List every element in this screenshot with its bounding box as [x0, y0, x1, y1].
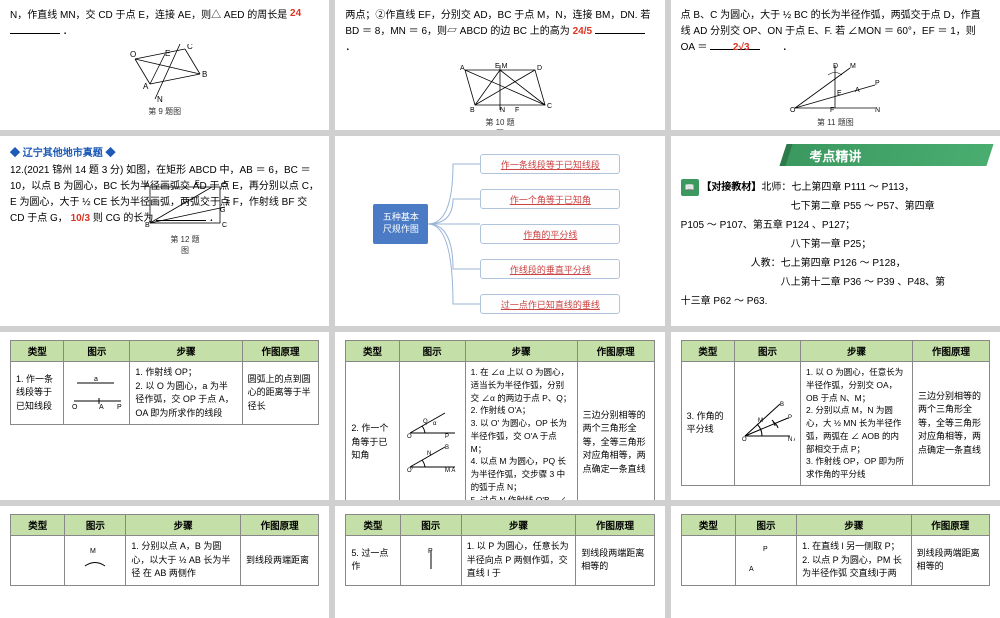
svg-text:G: G — [220, 207, 225, 214]
svg-text:O: O — [407, 434, 412, 440]
figure-9: O C B A N E 第 9 题图 — [10, 44, 319, 117]
table-row: 5. 过一点作 P 1. 以 P 为圆心，任意长为半径向点 P 两侧作弧，交直线… — [346, 536, 654, 586]
table-row: M 1. 分别以点 A，B 为圆心，以大于 ½ AB 长为半径 在 AB 两侧作… — [11, 536, 319, 586]
svg-text:D: D — [222, 182, 227, 189]
svg-text:E M: E M — [495, 63, 508, 70]
mindmap-root: 五种基本 尺规作图 — [373, 204, 428, 244]
mindmap-leaf-5: 过一点作已知直线的垂线 — [480, 294, 620, 314]
svg-text:N: N — [157, 95, 163, 104]
svg-text:P: P — [117, 404, 122, 411]
mindmap-leaf-2: 作一个角等于已知角 — [480, 189, 620, 209]
slide-q12: 辽宁其他地市真题 12.(2021 锦州 14 题 3 分) 如图，在矩形 AB… — [0, 136, 329, 326]
construction-table-6: 类型图示步骤作图原理 PA 1. 在直线 l 另一侧取 P； 2. 以点 P 为… — [681, 514, 990, 586]
table-row: 3. 作角的平分线 ON AMBP 1. 以 O 为圆心，任意长为半径作弧，分别… — [681, 362, 989, 486]
mindmap-leaf-3: 作角的平分线 — [480, 224, 620, 244]
slide-kaodian: 考点精讲 📖 【对接教材】北师：七上第四章 P111 ～ P113， 七下第二章… — [671, 136, 1000, 326]
svg-text:D: D — [537, 65, 542, 72]
svg-text:P: P — [763, 546, 768, 553]
construction-table-4: 类型图示步骤作图原理 M 1. 分别以点 A，B 为圆心，以大于 ½ AB 长为… — [10, 514, 319, 586]
svg-text:P: P — [875, 80, 880, 87]
slide-q11: 点 B、C 为圆心，大于 ½ BC 的长为半径作弧，两弧交于点 D，作直线 AD… — [671, 0, 1000, 130]
construction-table-5: 类型图示步骤作图原理 5. 过一点作 P 1. 以 P 为圆心，任意长为半径向点… — [345, 514, 654, 586]
slide-table-5: 类型图示步骤作图原理 5. 过一点作 P 1. 以 P 为圆心，任意长为半径向点… — [335, 506, 664, 618]
svg-text:B: B — [145, 222, 150, 229]
svg-text:A: A — [855, 87, 860, 94]
svg-text:M: M — [850, 63, 856, 70]
svg-text:D: D — [833, 63, 838, 70]
question-11-text: 点 B、C 为圆心，大于 ½ BC 的长为半径作弧，两弧交于点 D，作直线 AD… — [681, 8, 990, 56]
svg-text:P: P — [445, 434, 449, 440]
svg-text:Q: Q — [423, 419, 428, 425]
question-9-text: N，作直线 MN，交 CD 于点 E，连接 AE，则△ AED 的周长是 24 … — [10, 8, 319, 40]
slide-q9: N，作直线 MN，交 CD 于点 E，连接 AE，则△ AED 的周长是 24 … — [0, 0, 329, 130]
slide-table-1: 类型图示步骤作图原理 1. 作一条线段等于已知线段 aOAP 1. 作射线 OP… — [0, 332, 329, 500]
table-row: 1. 作一条线段等于已知线段 aOAP 1. 作射线 OP； 2. 以 O 为圆… — [11, 362, 319, 425]
ref-tag-icon: 📖 — [681, 179, 699, 196]
region-header: 辽宁其他地市真题 — [10, 144, 319, 159]
svg-text:N: N — [427, 451, 431, 457]
section-banner: 考点精讲 — [681, 144, 990, 172]
svg-text:N: N — [875, 107, 880, 114]
textbook-refs: 📖 【对接教材】北师：七上第四章 P111 ～ P113， 七下第二章 P55 … — [681, 178, 990, 311]
svg-text:A: A — [143, 82, 149, 91]
svg-text:F: F — [226, 200, 230, 207]
svg-text:N: N — [500, 107, 505, 114]
svg-text:A: A — [145, 182, 150, 189]
mindmap-leaf-4: 作线段的垂直平分线 — [480, 259, 620, 279]
svg-text:a: a — [94, 376, 98, 383]
figure-11: O N M D P E F A 第 11 题图 — [681, 60, 990, 128]
figure-9-label: 第 9 题图 — [10, 106, 319, 117]
answer-10: 24/5 — [573, 26, 592, 37]
figure-10: A E M D B N F C 第 10 题 图 — [345, 60, 654, 130]
svg-text:M: M — [90, 548, 96, 555]
mindmap-leaf-1: 作一条线段等于已知线段 — [480, 154, 620, 174]
svg-text:C: C — [547, 103, 552, 110]
answer-12: 10/3 — [71, 213, 90, 224]
slide-mindmap: 五种基本 尺规作图 作一条线段等于已知线段 作一个角等于已知角 作角的平分线 作… — [335, 136, 664, 326]
svg-text:E: E — [837, 90, 842, 97]
slide-q10: 两点；②作直线 EF，分别交 AD，BC 于点 M，N，连接 BM，DN. 若 … — [335, 0, 664, 130]
mindmap-connectors — [428, 144, 480, 314]
answer-9: 24 — [290, 8, 301, 19]
svg-text:E: E — [195, 180, 200, 187]
svg-text:A: A — [99, 404, 104, 411]
svg-text:P: P — [788, 415, 792, 421]
svg-text:E: E — [165, 49, 170, 58]
svg-text:B: B — [470, 107, 475, 114]
svg-text:M A: M A — [445, 468, 455, 474]
svg-text:B: B — [202, 70, 207, 79]
svg-text:F: F — [515, 107, 519, 114]
construction-table-1: 类型图示步骤作图原理 1. 作一条线段等于已知线段 aOAP 1. 作射线 OP… — [10, 340, 319, 425]
table-row: 2. 作一个角等于已知角 OPQαO'M ANB 1. 在 ∠α 上以 O 为圆… — [346, 362, 654, 501]
question-10-text: 两点；②作直线 EF，分别交 AD，BC 于点 M，N，连接 BM，DN. 若 … — [345, 8, 654, 56]
slide-table-2: 类型图示步骤作图原理 2. 作一个角等于已知角 OPQαO'M ANB 1. 在… — [335, 332, 664, 500]
figure-11-label: 第 11 题图 — [681, 117, 990, 128]
svg-text:M: M — [758, 418, 763, 424]
svg-text:A: A — [460, 65, 465, 72]
construction-table-2: 类型图示步骤作图原理 2. 作一个角等于已知角 OPQαO'M ANB 1. 在… — [345, 340, 654, 500]
svg-text:C: C — [222, 222, 227, 229]
svg-text:O: O — [130, 50, 136, 59]
figure-12-label: 第 12 题 图 — [140, 234, 230, 256]
slide-table-3: 类型图示步骤作图原理 3. 作角的平分线 ON AMBP 1. 以 O 为圆心，… — [671, 332, 1000, 500]
answer-11: 2√3 — [733, 42, 750, 53]
slide-table-6: 类型图示步骤作图原理 PA 1. 在直线 l 另一侧取 P； 2. 以点 P 为… — [671, 506, 1000, 618]
construction-table-3: 类型图示步骤作图原理 3. 作角的平分线 ON AMBP 1. 以 O 为圆心，… — [681, 340, 990, 486]
svg-text:B: B — [780, 402, 784, 408]
svg-text:O': O' — [407, 468, 413, 474]
svg-text:O: O — [742, 437, 747, 443]
svg-text:A: A — [749, 566, 754, 573]
svg-text:O: O — [790, 107, 796, 114]
svg-text:N A: N A — [788, 437, 795, 443]
svg-text:O: O — [72, 404, 78, 411]
svg-text:F: F — [830, 107, 834, 114]
figure-10-label: 第 10 题 图 — [345, 117, 654, 130]
svg-text:α: α — [433, 421, 437, 427]
svg-text:B: B — [445, 445, 449, 451]
table-row: PA 1. 在直线 l 另一侧取 P； 2. 以点 P 为圆心，PM 长为半径作… — [681, 536, 989, 586]
slide-table-4: 类型图示步骤作图原理 M 1. 分别以点 A，B 为圆心，以大于 ½ AB 长为… — [0, 506, 329, 618]
svg-text:C: C — [187, 44, 193, 51]
